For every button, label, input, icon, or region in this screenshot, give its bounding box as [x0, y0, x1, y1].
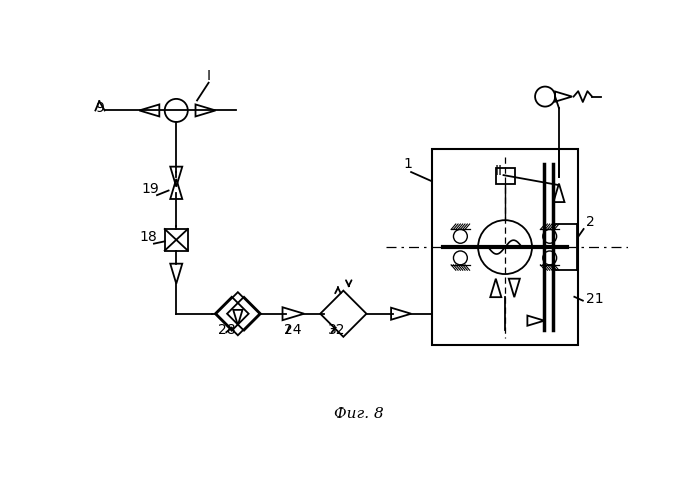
Bar: [432, 149, 578, 345]
Text: 32: 32: [328, 323, 346, 337]
Text: 18: 18: [139, 230, 157, 244]
Text: 9: 9: [95, 101, 104, 115]
Text: I: I: [206, 69, 210, 83]
Text: II: II: [495, 164, 503, 178]
Bar: [164, 229, 188, 251]
Text: Фиг. 8: Фиг. 8: [334, 408, 384, 422]
Text: 28: 28: [218, 323, 235, 337]
Bar: [496, 168, 515, 183]
Text: 2: 2: [586, 215, 595, 229]
Text: 21: 21: [586, 292, 603, 306]
Text: 19: 19: [141, 182, 160, 196]
Text: 24: 24: [284, 323, 302, 337]
Text: 1: 1: [403, 157, 412, 171]
